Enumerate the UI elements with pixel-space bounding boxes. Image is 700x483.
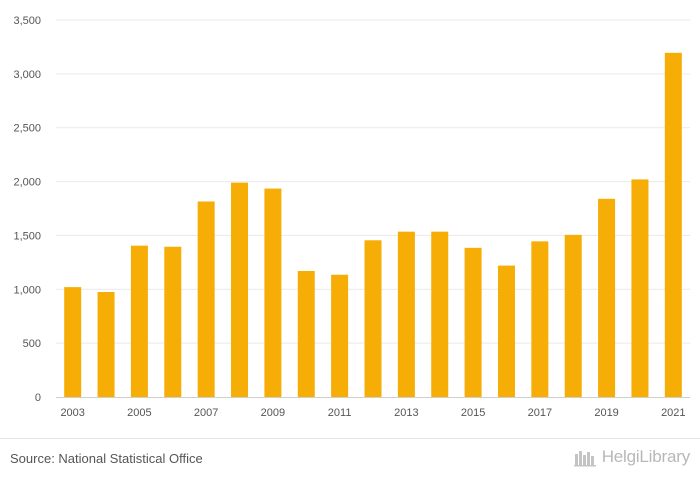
bar-2007[interactable]	[197, 201, 215, 397]
y-tick-label: 2,000	[13, 177, 41, 189]
x-tick-label: 2019	[594, 407, 618, 419]
source-note: Source: National Statistical Office	[10, 451, 203, 466]
x-tick-label: 2011	[328, 407, 352, 419]
bar-2015[interactable]	[464, 247, 482, 397]
y-tick-label: 2,500	[13, 123, 41, 135]
bar-2010[interactable]	[297, 270, 315, 397]
x-tick-label: 2015	[461, 407, 485, 419]
footer-divider	[0, 438, 700, 439]
brand-logo[interactable]: HelgiLibrary	[573, 447, 690, 467]
x-tick-label: 2005	[127, 407, 151, 419]
bars	[64, 52, 682, 398]
y-tick-label: 500	[23, 338, 41, 350]
y-tick-label: 3,000	[13, 69, 41, 81]
bar-2014[interactable]	[431, 231, 449, 397]
x-tick-label: 2017	[528, 407, 552, 419]
bar-2021[interactable]	[664, 52, 682, 398]
gridlines	[56, 19, 690, 344]
bar-2016[interactable]	[497, 265, 515, 397]
y-tick-label: 1,500	[13, 230, 41, 242]
y-tick-label: 3,500	[13, 15, 41, 27]
y-tick-label: 0	[35, 392, 41, 404]
x-axis-ticks: 2003 2005 2007 2009 2011 2013 2015 2017 2019 2021	[60, 407, 685, 419]
bar-2009[interactable]	[264, 188, 282, 397]
x-tick-label: 2007	[194, 407, 218, 419]
bar-2008[interactable]	[231, 182, 249, 397]
bar-2005[interactable]	[130, 245, 148, 397]
x-tick-label: 2013	[394, 407, 418, 419]
bar-2018[interactable]	[564, 234, 582, 397]
bar-2003[interactable]	[64, 287, 82, 397]
bar-2011[interactable]	[331, 274, 349, 397]
bar-2019[interactable]	[598, 198, 616, 397]
bar-2006[interactable]	[164, 246, 182, 397]
library-icon	[573, 451, 596, 467]
x-tick-label: 2003	[60, 407, 84, 419]
bar-2020[interactable]	[631, 179, 649, 397]
x-tick-label: 2021	[661, 407, 685, 419]
bar-2004[interactable]	[97, 291, 115, 397]
x-tick-label: 2009	[261, 407, 285, 419]
bar-2013[interactable]	[397, 231, 415, 397]
bar-2012[interactable]	[364, 240, 382, 397]
bar-2017[interactable]	[531, 241, 549, 397]
y-axis-ticks: 0 500 1,000 1,500 2,000 2,500 3,000 3,500	[13, 15, 41, 404]
y-tick-label: 1,000	[13, 284, 41, 296]
brand-name: HelgiLibrary	[601, 447, 691, 466]
